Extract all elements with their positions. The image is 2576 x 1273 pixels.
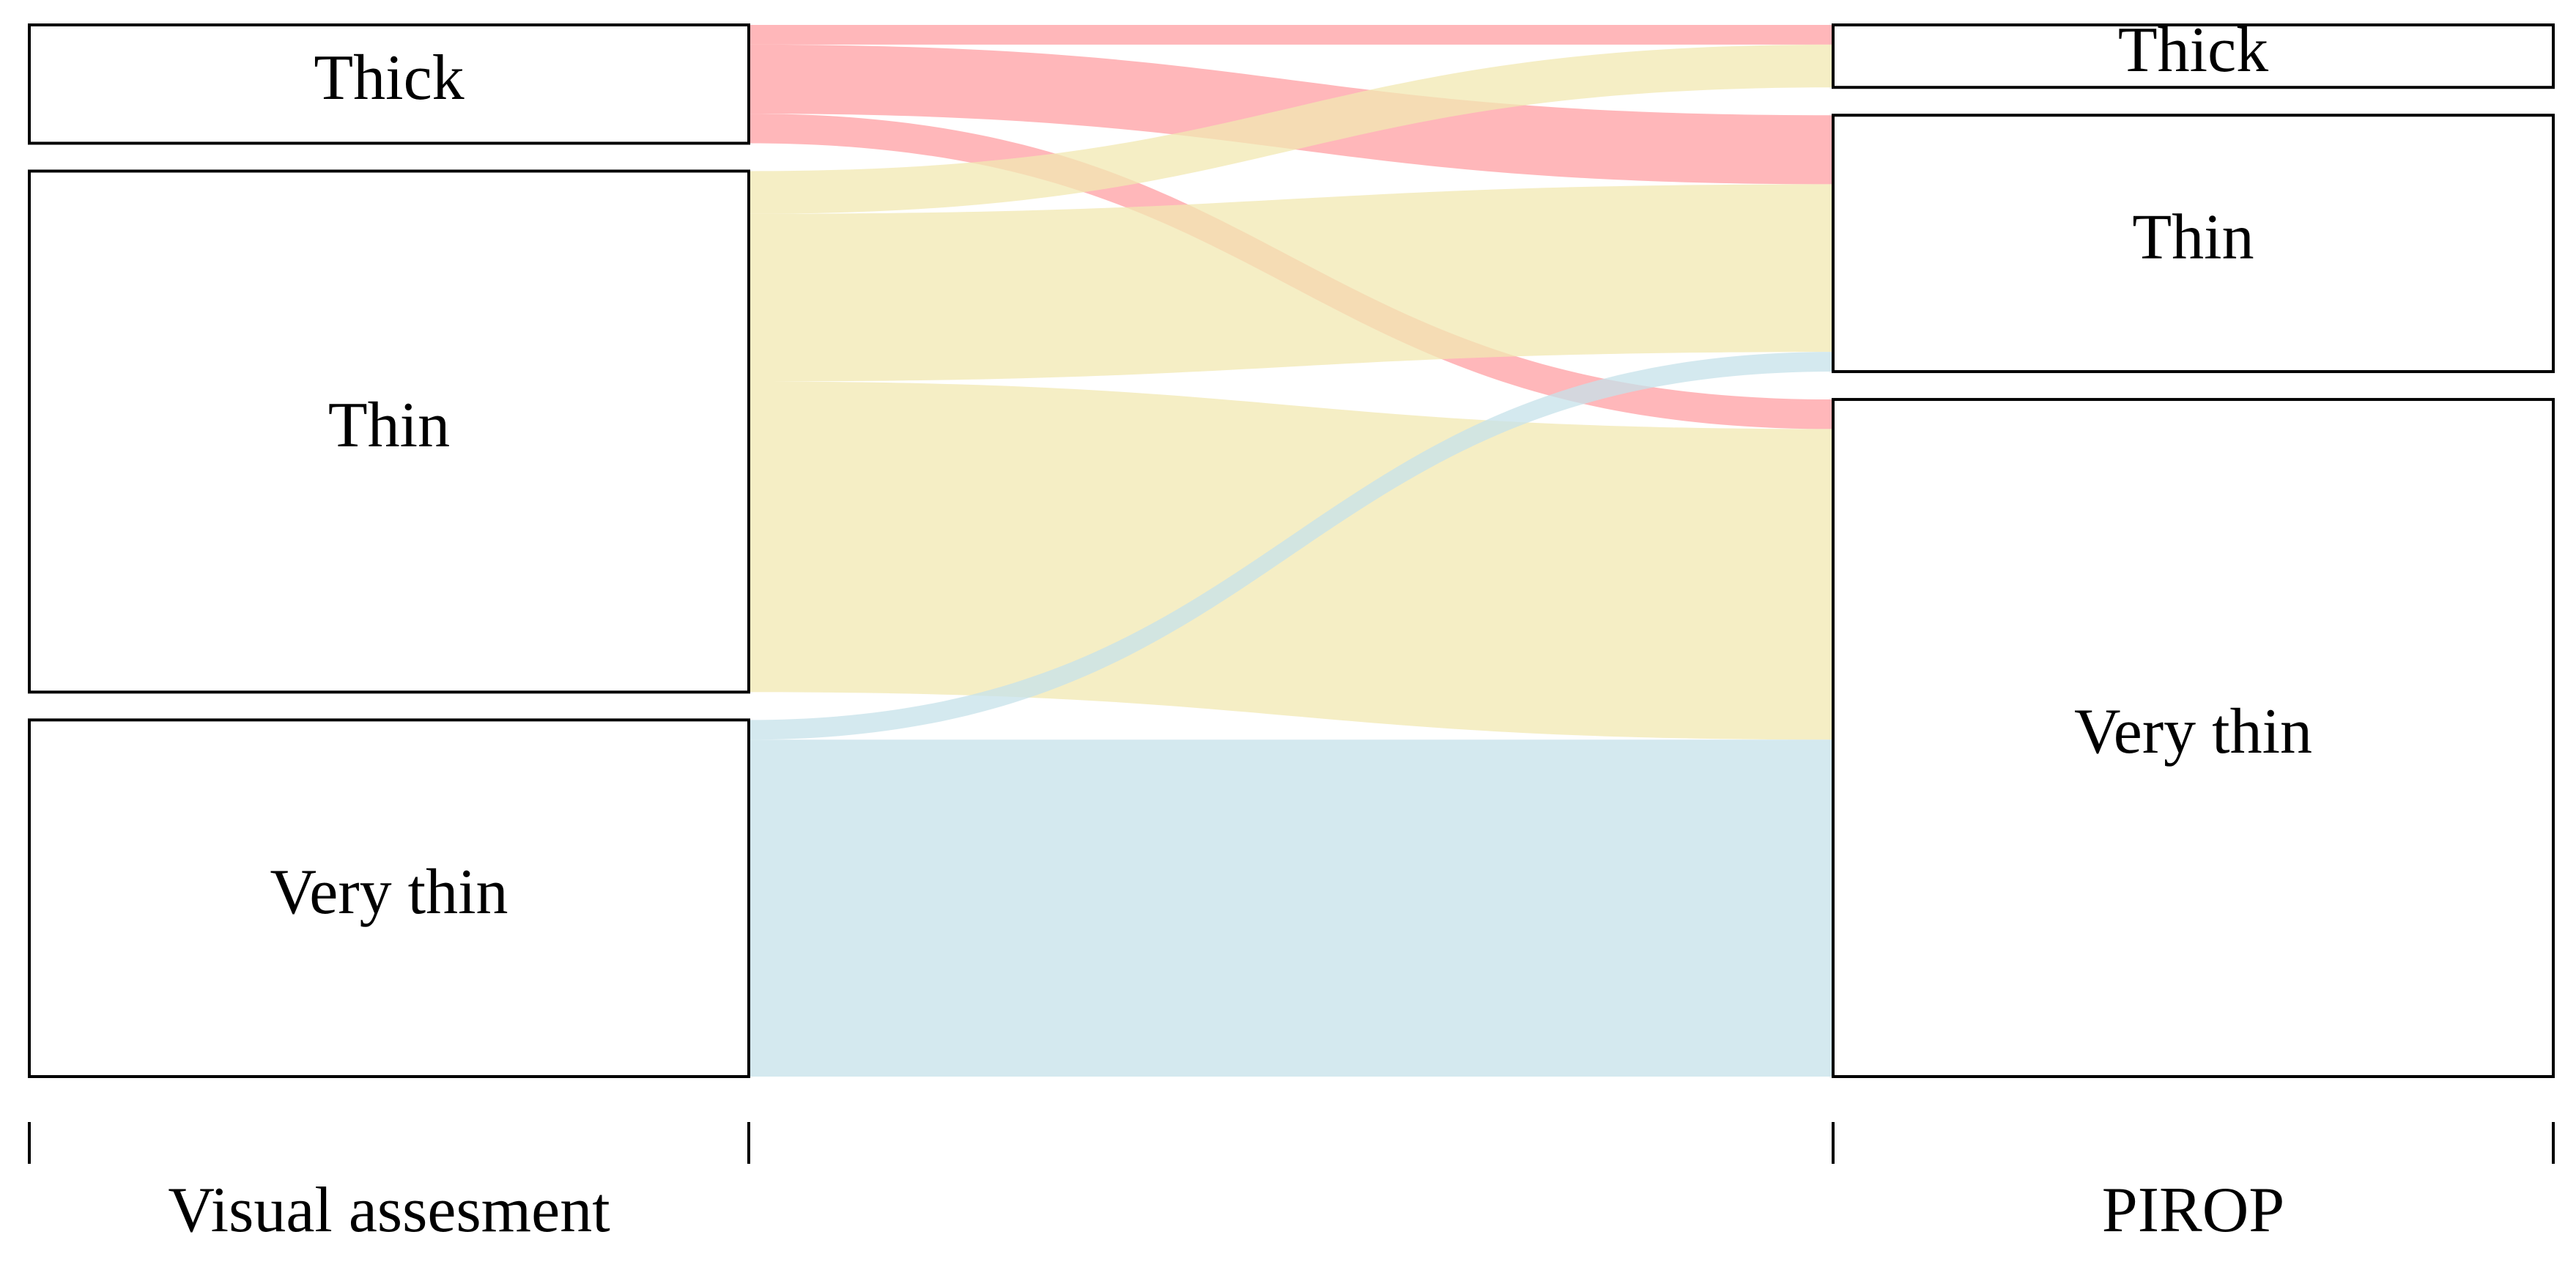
stratum-box xyxy=(28,718,750,1078)
axis-label: Visual assesment xyxy=(168,1175,610,1246)
flow xyxy=(749,381,1833,740)
flow xyxy=(749,25,1833,45)
stratum-label: Very thin xyxy=(2074,696,2312,767)
stratum-box xyxy=(28,169,750,694)
stratum-label: Very thin xyxy=(270,857,508,928)
stratum-label: Thick xyxy=(2118,15,2268,86)
stratum-label: Thin xyxy=(2132,202,2254,273)
flow xyxy=(749,44,1833,214)
flow xyxy=(749,739,1833,1077)
flow xyxy=(749,184,1833,382)
stratum-box xyxy=(1832,114,2555,374)
stratum-box xyxy=(1832,23,2555,89)
stratum-label: Thick xyxy=(314,43,464,114)
axis-label: PIROP xyxy=(2102,1175,2284,1246)
stratum-box xyxy=(28,23,750,145)
stratum-label: Thin xyxy=(328,390,450,461)
flow xyxy=(749,352,1833,740)
stratum-box xyxy=(1832,398,2555,1078)
